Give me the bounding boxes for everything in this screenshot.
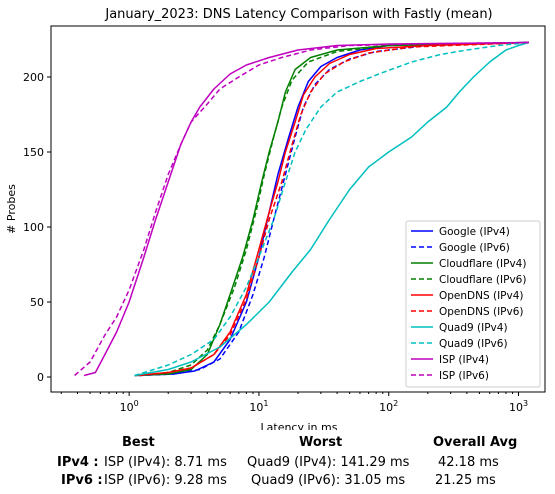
stats-row-ipv6-avg: 21.25 ms xyxy=(435,473,496,488)
legend-entry: OpenDNS (IPv4) xyxy=(439,290,524,302)
stats-row-ipv6-label: IPv6 : xyxy=(61,473,103,488)
series-line-google-ipv6 xyxy=(139,41,529,377)
x-axis: 100 101 102 103 xyxy=(60,392,528,414)
stats-row-ipv4-worst: Quad9 (IPv4): 141.29 ms xyxy=(247,455,410,470)
x-tick-label: 103 xyxy=(509,399,528,414)
legend-entry: Quad9 (IPv6) xyxy=(439,338,508,350)
y-tick-label: 50 xyxy=(30,296,44,309)
legend-entry: Google (IPv6) xyxy=(439,242,510,254)
stats-row-ipv6-best: ISP (IPv6): 9.28 ms xyxy=(104,473,227,488)
stats-row-ipv4-label: IPv4 : xyxy=(57,455,99,470)
y-tick-label: 100 xyxy=(23,221,44,234)
stats-header-worst: Worst xyxy=(299,435,343,450)
stats-row-ipv4-avg: 42.18 ms xyxy=(438,455,499,470)
legend-entry: ISP (IPv4) xyxy=(439,354,489,366)
series-line-isp-ipv6 xyxy=(74,41,529,377)
series-line-quad9-ipv4 xyxy=(134,41,530,377)
y-axis: 0 50 100 150 200 xyxy=(23,71,51,384)
y-tick-label: 150 xyxy=(23,146,44,159)
x-axis-label: Latency in ms xyxy=(261,421,338,430)
legend-entry: Google (IPv4) xyxy=(439,226,510,238)
stats-header-avg: Overall Avg xyxy=(433,435,518,450)
stats-row-ipv4-best: ISP (IPv4): 8.71 ms xyxy=(104,455,227,470)
legend-box xyxy=(405,220,541,388)
y-axis-label: # Probes xyxy=(5,184,18,234)
legend-entry: OpenDNS (IPv6) xyxy=(439,306,524,318)
legend-entry: ISP (IPv6) xyxy=(439,370,489,382)
series-line-opendns-ipv6 xyxy=(139,41,529,377)
x-tick-label: 100 xyxy=(120,399,139,414)
x-tick-label: 101 xyxy=(249,399,268,414)
chart-title: January_2023: DNS Latency Comparison wit… xyxy=(104,7,492,22)
series-layer xyxy=(74,41,530,377)
latency-chart: January_2023: DNS Latency Comparison wit… xyxy=(5,7,546,430)
y-tick-label: 0 xyxy=(37,371,44,384)
legend-entry: Quad9 (IPv4) xyxy=(439,322,508,334)
y-tick-label: 200 xyxy=(23,71,44,84)
legend: Google (IPv4) Google (IPv6) Cloudflare (IP… xyxy=(405,220,541,388)
series-line-quad9-ipv6 xyxy=(134,41,529,377)
stats-row-ipv6-worst: Quad9 (IPv6): 31.05 ms xyxy=(251,473,406,488)
stats-header-best: Best xyxy=(122,435,155,450)
x-tick-label: 102 xyxy=(379,399,398,414)
legend-entry: Cloudflare (IPv4) xyxy=(439,258,526,270)
legend-entry: Cloudflare (IPv6) xyxy=(439,274,526,286)
